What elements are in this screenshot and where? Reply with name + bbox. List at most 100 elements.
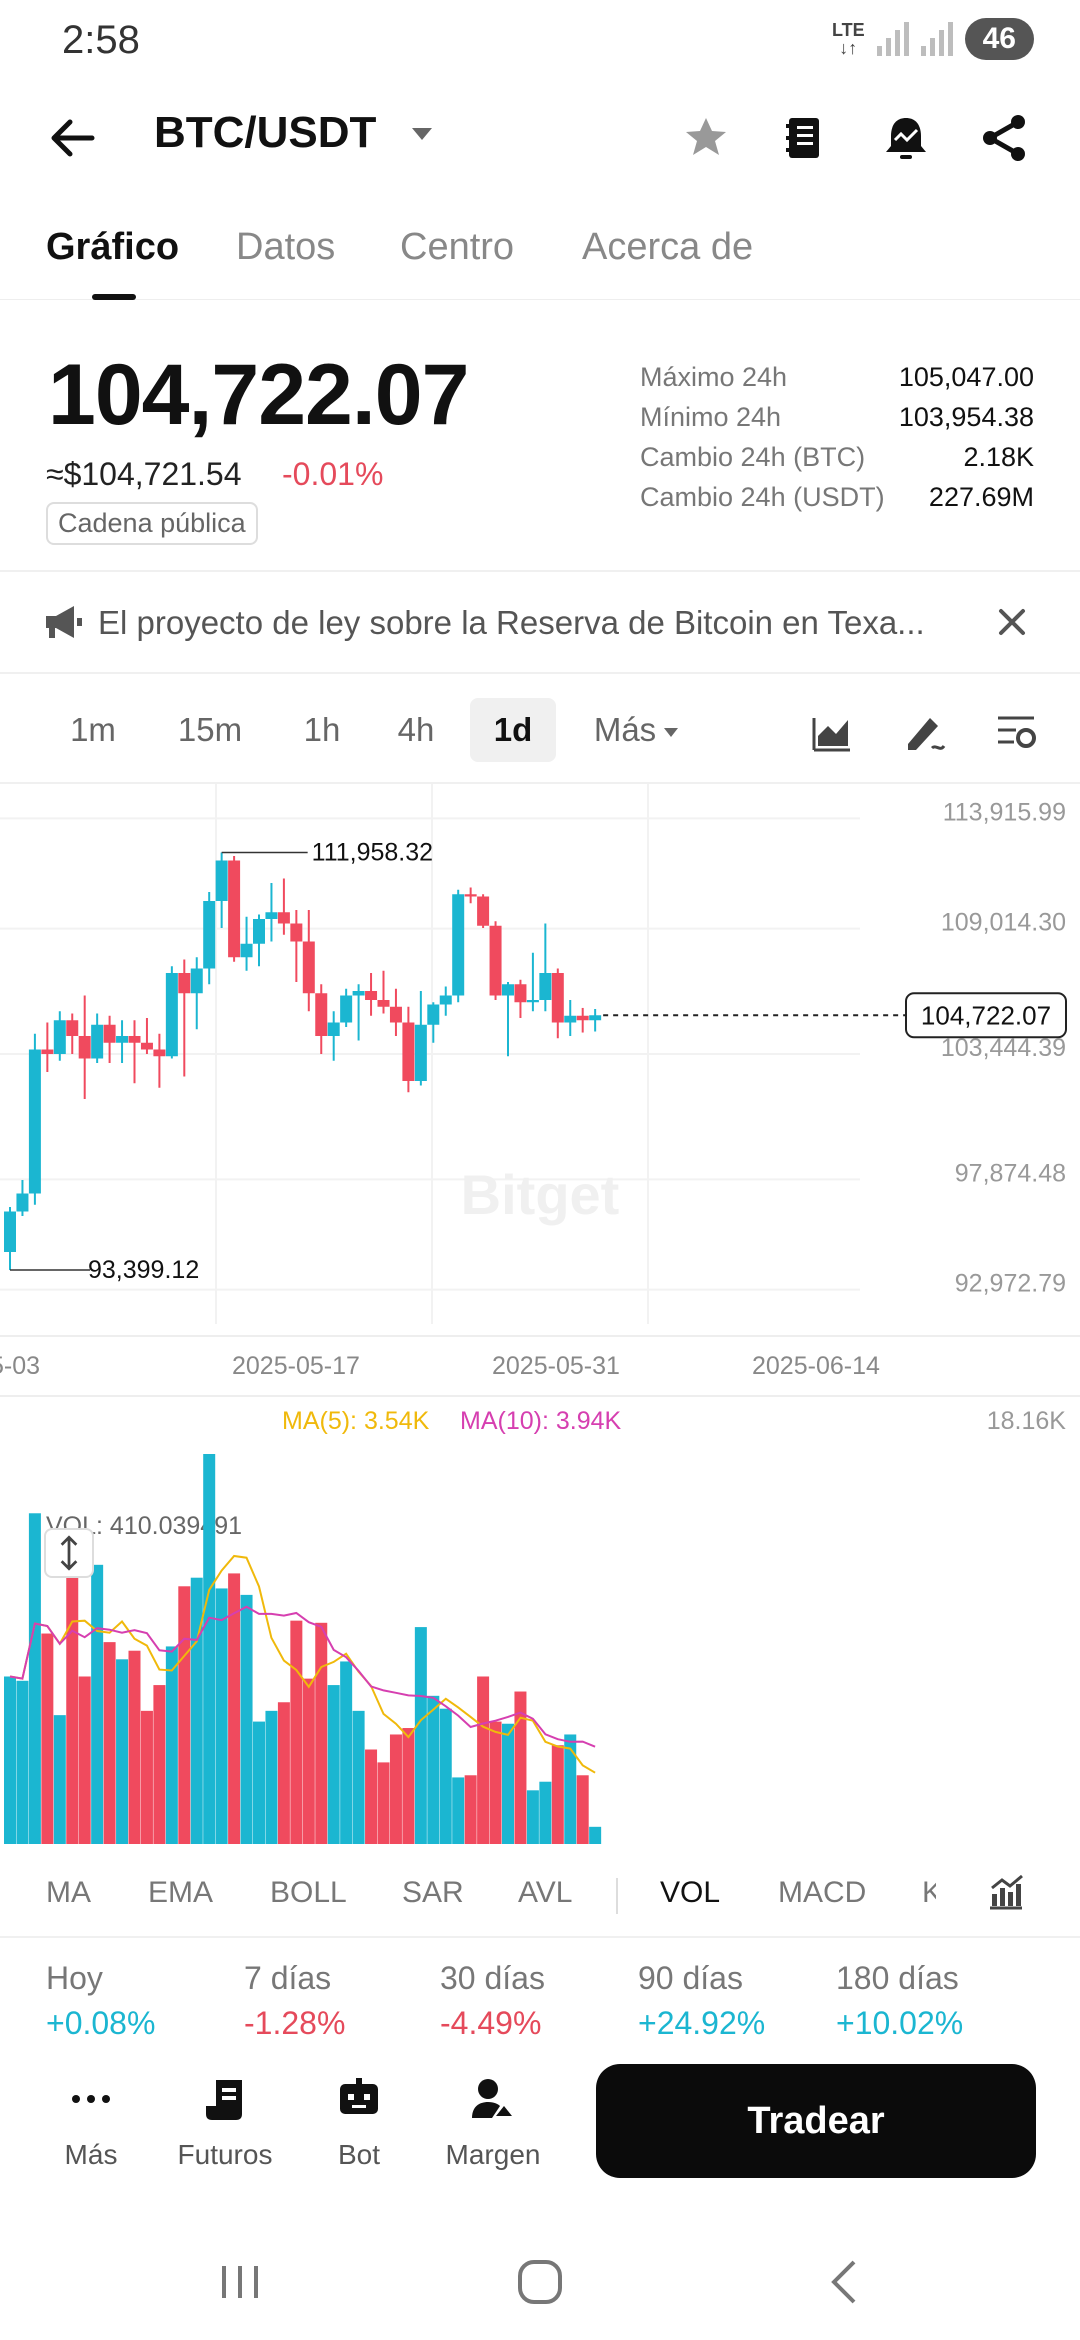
- bot-button[interactable]: Bot: [304, 2076, 414, 2171]
- indicator-ema[interactable]: EMA: [148, 1876, 214, 1909]
- stat-row: Mínimo 24h 103,954.38: [640, 402, 1034, 442]
- caret-down-icon[interactable]: [412, 128, 432, 140]
- indicator-settings-icon[interactable]: [986, 1872, 1026, 1912]
- bot-icon: [340, 2078, 378, 2114]
- bottom-label: Bot: [337, 2139, 381, 2170]
- perf-label: 180 días: [836, 1960, 959, 1996]
- tab-active-indicator: [92, 294, 136, 300]
- candle-body: [502, 984, 514, 996]
- futures-button[interactable]: Futuros: [170, 2076, 280, 2171]
- system-nav-bar: [0, 2230, 1080, 2340]
- candle-body: [290, 923, 303, 942]
- volume-bar: [327, 1685, 340, 1844]
- high-price-label: 111,958.32: [312, 838, 433, 866]
- candle-body: [340, 995, 353, 1023]
- candle-body: [589, 1015, 602, 1021]
- chart-settings-icon[interactable]: [994, 710, 1038, 754]
- recent-apps-icon[interactable]: [212, 2254, 268, 2310]
- close-icon[interactable]: [996, 606, 1028, 638]
- public-chain-badge[interactable]: Cadena pública: [46, 502, 258, 545]
- back-arrow-icon[interactable]: [48, 116, 96, 160]
- ma10-label: MA(10): 3.94K: [460, 1407, 622, 1435]
- indicator-k[interactable]: K: [922, 1876, 936, 1909]
- candle-body: [240, 943, 253, 958]
- chart-svg[interactable]: 113,915.99 109,014.30 103,444.39 97,874.48 9…: [0, 784, 1080, 1852]
- candle-body: [91, 1024, 104, 1059]
- signal-icon-2: [920, 22, 953, 56]
- volume-bar: [153, 1685, 166, 1844]
- main-tabs: Gráfico Datos Centro Acerca de: [0, 210, 1080, 300]
- interval-4h[interactable]: 4h: [397, 711, 435, 748]
- pair-selector[interactable]: BTC/USDT: [154, 108, 377, 157]
- tab-datos[interactable]: Datos: [236, 226, 336, 268]
- volume-bar: [53, 1715, 66, 1844]
- announcement-text[interactable]: El proyecto de ley sobre la Reserva de B…: [98, 604, 925, 641]
- candle-body: [551, 973, 564, 1023]
- interval-more[interactable]: Más: [576, 698, 696, 762]
- interval-1m[interactable]: 1m: [70, 711, 116, 748]
- status-bar: 2:58 LTE ↓↑ 46: [0, 0, 1080, 84]
- candle-body: [526, 1000, 539, 1003]
- tab-acerca-de[interactable]: Acerca de: [582, 226, 754, 268]
- tab-grafico[interactable]: Gráfico: [46, 226, 180, 268]
- volume-bar: [564, 1734, 577, 1844]
- margin-button[interactable]: Margen: [438, 2076, 548, 2171]
- volume-bar: [302, 1678, 315, 1844]
- announcement-bar[interactable]: El proyecto de ley sobre la Reserva de B…: [0, 586, 1080, 664]
- draw-tool-icon[interactable]: [902, 710, 946, 754]
- bottom-label: Más: [64, 2139, 118, 2170]
- indicator-sar[interactable]: SAR: [402, 1876, 464, 1909]
- interval-1d[interactable]: 1d: [470, 698, 556, 762]
- candle-body: [178, 973, 191, 994]
- perf-label: 90 días: [638, 1960, 743, 1996]
- tab-centro[interactable]: Centro: [400, 226, 515, 268]
- interval-1h[interactable]: 1h: [303, 711, 341, 748]
- star-icon[interactable]: [680, 112, 732, 164]
- price-alert-bell-icon[interactable]: [880, 112, 932, 164]
- back-nav-icon[interactable]: [818, 2254, 874, 2310]
- x-tick-label: 2025-05-17: [232, 1352, 360, 1380]
- volume-bar: [66, 1564, 79, 1844]
- signal-icon: [876, 22, 909, 56]
- candlestick-chart[interactable]: 113,915.99 109,014.30 103,444.39 97,874.48 9…: [0, 784, 1080, 1852]
- volume-bar: [4, 1676, 16, 1844]
- stat-label: Máximo 24h: [640, 362, 788, 392]
- ma5-line: [9, 1554, 596, 1774]
- indicator-vol[interactable]: VOL: [660, 1876, 721, 1909]
- indicator-boll[interactable]: BOLL: [270, 1876, 347, 1909]
- candle-body: [66, 1020, 79, 1036]
- candle-body: [140, 1042, 153, 1050]
- x-tick-label: 2025-06-14: [752, 1352, 880, 1380]
- volume-bar: [41, 1633, 54, 1844]
- volume-bar: [502, 1723, 514, 1844]
- divider: [0, 672, 1080, 674]
- indicator-ma[interactable]: MA: [46, 1876, 91, 1909]
- stat-row: Cambio 24h (USDT) 227.69M: [640, 482, 1034, 522]
- candle-body: [215, 860, 228, 901]
- candle-body: [477, 896, 490, 926]
- divider: [0, 570, 1080, 572]
- chart-resize-handle-icon[interactable]: [44, 1528, 94, 1578]
- divider: [0, 782, 1080, 784]
- indicator-tabs: MA EMA BOLL SAR AVL VOL MACD K: [0, 1858, 1080, 1934]
- caret-down-icon: [664, 727, 679, 737]
- interval-more-label: Más: [593, 711, 657, 748]
- candle-body: [402, 1022, 415, 1081]
- chart-type-icon[interactable]: [810, 710, 854, 754]
- more-button[interactable]: Más: [36, 2076, 146, 2171]
- candle-body: [4, 1211, 16, 1252]
- book-icon[interactable]: [778, 112, 830, 164]
- interval-15m[interactable]: 15m: [177, 711, 243, 748]
- perf-value: +10.02%: [836, 2005, 964, 2041]
- low-price-label: 93,399.12: [88, 1256, 199, 1284]
- indicator-macd[interactable]: MACD: [778, 1876, 867, 1909]
- home-icon[interactable]: [512, 2254, 568, 2310]
- ma5-label: MA(5): 3.54K: [282, 1407, 430, 1435]
- share-icon[interactable]: [978, 112, 1030, 164]
- trade-button[interactable]: Tradear: [596, 2064, 1036, 2178]
- indicator-avl[interactable]: AVL: [518, 1876, 573, 1909]
- stat-row: Cambio 24h (BTC) 2.18K: [640, 442, 1034, 482]
- perf-label: 7 días: [244, 1960, 332, 1996]
- margin-icon: [472, 2079, 512, 2118]
- volume-bar: [439, 1708, 452, 1844]
